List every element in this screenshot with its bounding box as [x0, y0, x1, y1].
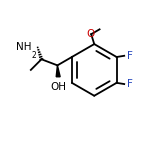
Text: F: F: [127, 51, 133, 61]
Text: NH: NH: [16, 42, 32, 52]
Polygon shape: [56, 65, 60, 77]
Text: OH: OH: [51, 82, 67, 92]
Text: F: F: [127, 79, 133, 89]
Text: O: O: [87, 29, 95, 39]
Text: 2: 2: [32, 51, 37, 60]
